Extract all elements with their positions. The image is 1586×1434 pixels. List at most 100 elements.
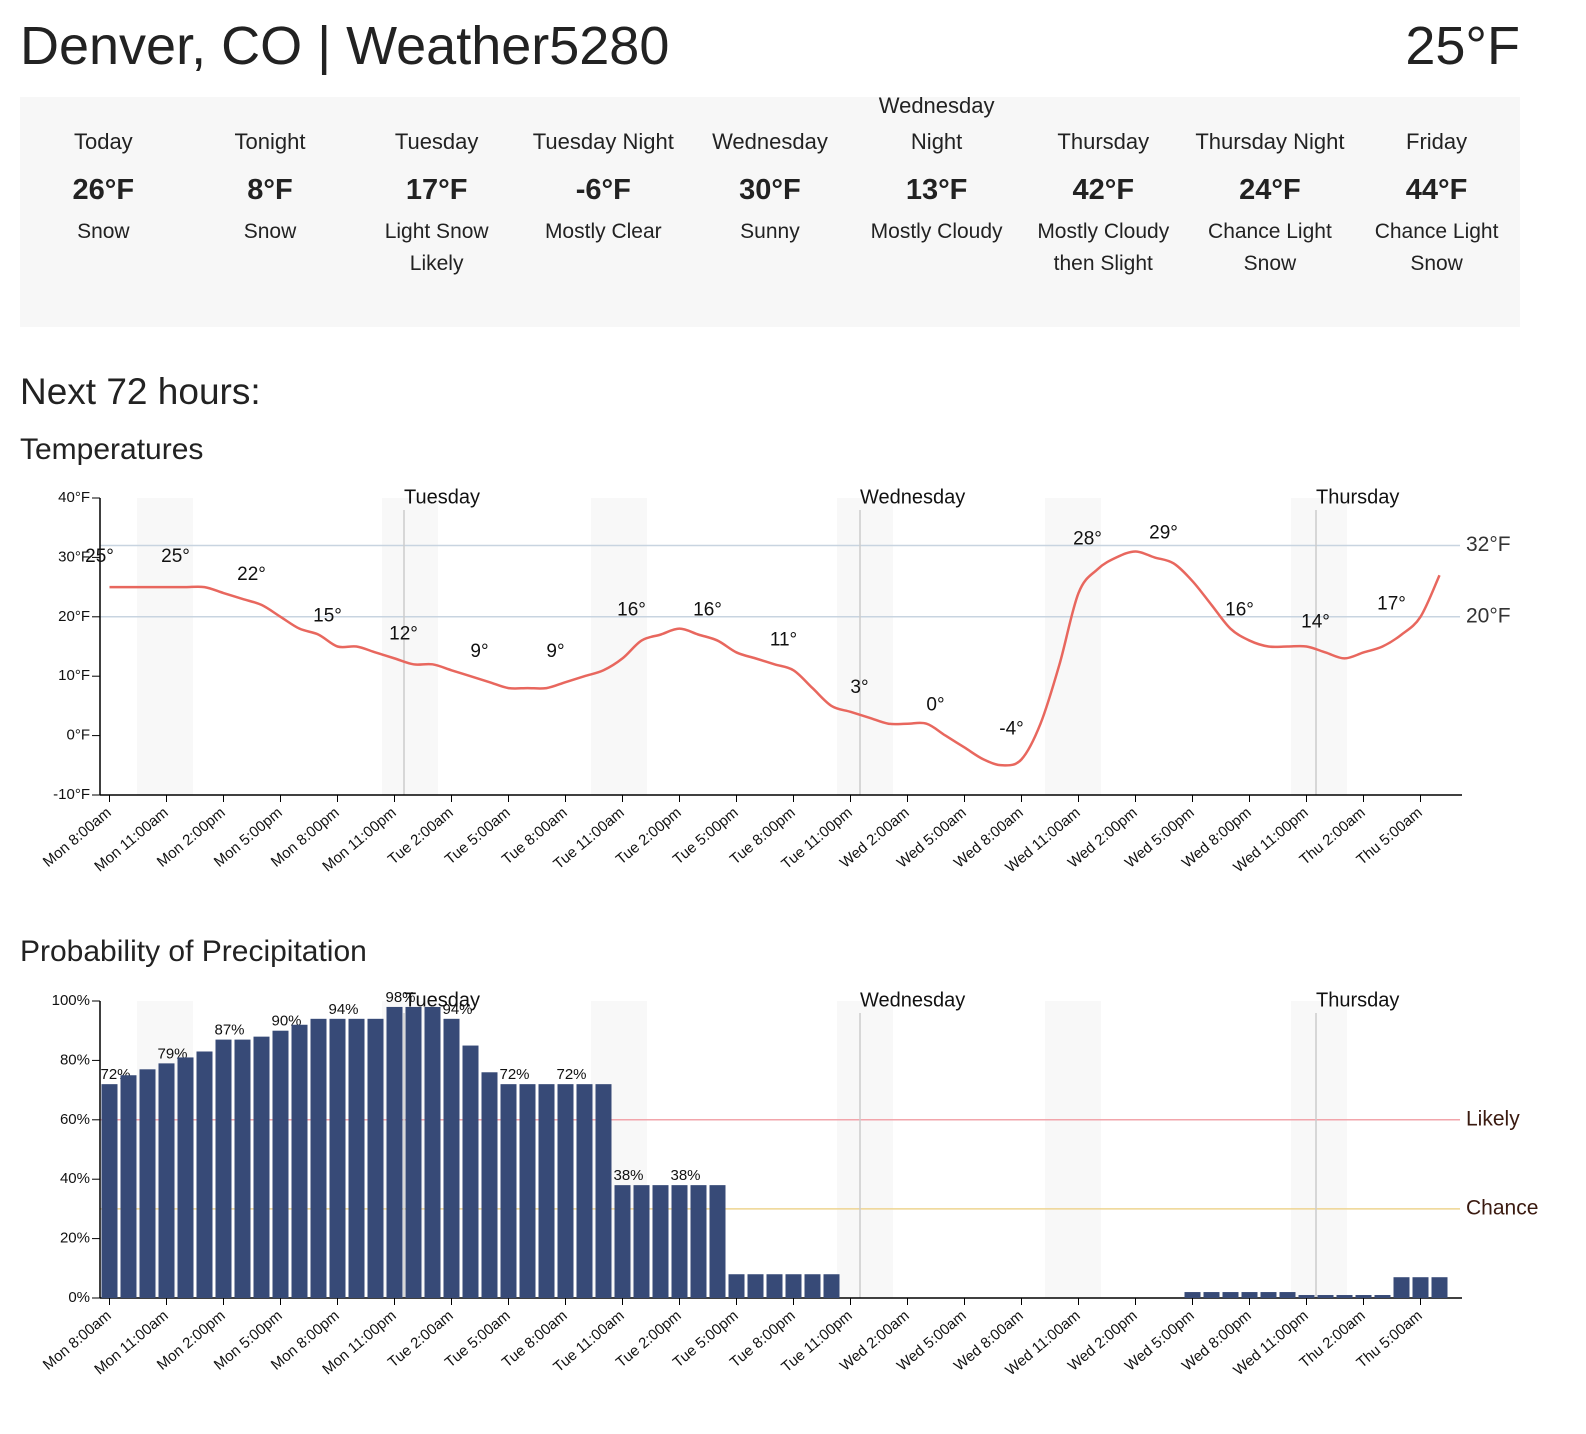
y-tick-label: 20%	[60, 1230, 90, 1247]
period-temp: 13°F	[905, 174, 968, 206]
shade-band	[1291, 1001, 1347, 1298]
bar	[1203, 1292, 1220, 1298]
reference-label: Likely	[1466, 1107, 1520, 1130]
period-name-box: Wednesday Night	[853, 88, 1020, 160]
bar	[291, 1024, 308, 1298]
period-name-box: Thursday Night	[1187, 88, 1354, 160]
bar	[1374, 1295, 1391, 1298]
bar	[1298, 1295, 1315, 1298]
day-marker-label: Thursday	[1316, 486, 1399, 508]
reference-label: Chance	[1466, 1196, 1538, 1219]
value-label: 16°	[1225, 600, 1254, 621]
value-label: 94%	[442, 1001, 472, 1018]
bar	[1317, 1295, 1334, 1298]
forecast-period: Tuesday Night -6°F Mostly Clear	[520, 88, 687, 280]
bar	[424, 1006, 441, 1298]
period-name: Tuesday Night	[532, 129, 674, 154]
period-desc: Snow	[77, 220, 130, 243]
value-label: 15°	[313, 606, 342, 627]
period-name-box: Wednesday	[687, 88, 854, 160]
bar	[1393, 1277, 1410, 1298]
value-label: 25°	[161, 546, 190, 567]
y-tick-label: 10°F	[58, 667, 90, 684]
bar	[405, 1006, 422, 1298]
y-tick-label: 0°F	[66, 727, 90, 744]
shade-band	[382, 498, 438, 795]
period-desc: Mostly Cloudy then Slight	[1037, 220, 1170, 275]
reference-label: 20°F	[1466, 604, 1511, 627]
y-tick-label: 20°F	[58, 608, 90, 625]
bar	[443, 1018, 460, 1298]
value-label: 25°	[85, 546, 114, 567]
bar	[823, 1274, 840, 1298]
period-desc: Light Snow Likely	[384, 220, 489, 275]
day-marker-label: Wednesday	[860, 989, 965, 1011]
period-name: Today	[73, 129, 133, 154]
value-label: 11°	[770, 629, 797, 650]
period-name-box: Tonight	[187, 88, 354, 160]
bar	[500, 1084, 517, 1298]
period-temp: 26°F	[72, 174, 135, 206]
forecast-period: Today 26°F Snow	[20, 88, 187, 280]
value-label: 38%	[670, 1167, 700, 1184]
value-label: 16°	[617, 600, 646, 621]
current-temp: 25°F	[1405, 16, 1520, 76]
value-label: 87%	[214, 1022, 244, 1039]
forecast-period: Tonight 8°F Snow	[187, 88, 354, 280]
value-label: 72%	[499, 1066, 529, 1083]
bar	[728, 1274, 745, 1298]
period-name-box: Today	[20, 88, 187, 160]
y-tick-label: 40°F	[58, 489, 90, 506]
value-label: -4°	[999, 718, 1024, 739]
period-temp: 30°F	[739, 174, 801, 206]
bar	[177, 1057, 194, 1298]
period-desc: Chance Light Snow	[1208, 220, 1332, 275]
bar	[310, 1018, 327, 1298]
bar	[481, 1072, 498, 1298]
y-tick-label: 0%	[68, 1289, 90, 1306]
temperature-line	[109, 550, 1441, 767]
bar	[1222, 1292, 1239, 1298]
bar	[1184, 1292, 1201, 1298]
value-label: 29°	[1149, 522, 1178, 543]
bar	[386, 1006, 403, 1298]
bar	[690, 1185, 707, 1298]
bar	[1355, 1295, 1372, 1298]
period-temp: -6°F	[575, 174, 631, 206]
page-title: Denver, CO | Weather5280	[20, 16, 670, 76]
precipitation-chart: Likely Chance Tuesday Wednesday Thursday 0% 20…	[40, 989, 1539, 1379]
period-name-box: Tuesday Night	[520, 88, 687, 160]
chart-title: Temperatures	[20, 433, 204, 466]
period-name: Tuesday	[394, 129, 479, 154]
value-label: 98%	[385, 989, 415, 1006]
section-title: Next 72 hours:	[20, 371, 261, 412]
period-name: Friday	[1406, 129, 1468, 154]
value-label: 14°	[1301, 611, 1330, 632]
period-temp: 8°F	[247, 174, 293, 206]
bar	[215, 1039, 232, 1298]
value-label: 16°	[693, 600, 722, 621]
value-label: 0°	[926, 695, 944, 716]
temperature-chart: 32°F 20°F Tuesday Wednesday Thursday -10°F 0°F…	[40, 486, 1511, 876]
shade-band	[591, 498, 647, 795]
period-name-box: Tuesday	[353, 88, 520, 160]
bar	[158, 1063, 175, 1298]
bar	[253, 1036, 270, 1298]
bar	[329, 1018, 346, 1298]
period-name: Thursday Night	[1195, 129, 1345, 154]
bar	[272, 1030, 289, 1298]
value-label: 3°	[850, 677, 868, 698]
value-label: 17°	[1377, 594, 1406, 615]
day-marker-label: Thursday	[1316, 989, 1399, 1011]
bar	[519, 1084, 536, 1298]
bar	[1279, 1292, 1296, 1298]
bar	[120, 1075, 137, 1298]
bar	[139, 1069, 156, 1298]
period-desc: Mostly Cloudy	[870, 220, 1003, 243]
forecast-period: Thursday Night 24°F Chance Light Snow	[1187, 88, 1354, 280]
period-temp: 24°F	[1239, 174, 1301, 206]
bar	[766, 1274, 783, 1298]
value-label: 9°	[546, 641, 564, 662]
period-desc: Chance Light Snow	[1374, 220, 1499, 275]
bar	[804, 1274, 821, 1298]
